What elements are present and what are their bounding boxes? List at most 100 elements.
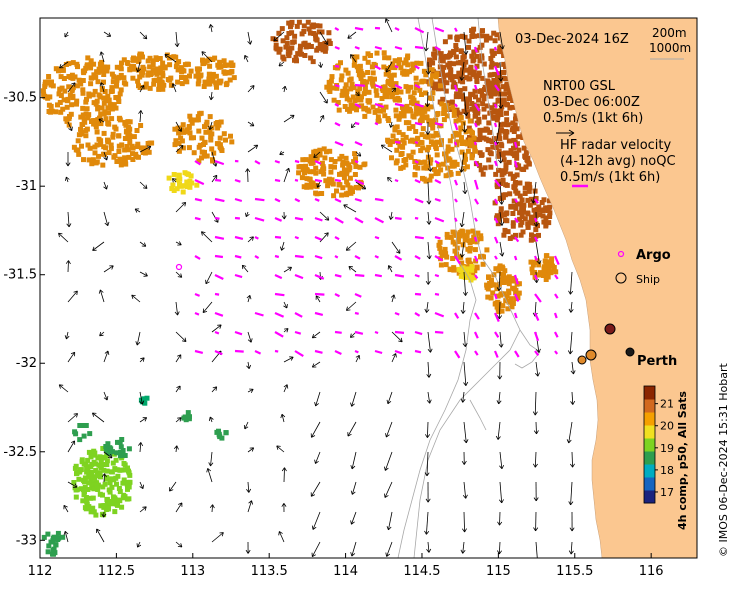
sst-pixel xyxy=(286,31,292,36)
current-arrowhead xyxy=(280,413,286,419)
sst-pixel xyxy=(492,108,498,114)
sst-pixel xyxy=(489,277,494,283)
sst-pixel xyxy=(55,102,60,108)
sst-pixel xyxy=(84,469,90,475)
sst-pixel xyxy=(401,68,407,74)
sst-pixel xyxy=(209,72,215,78)
sst-pixel xyxy=(463,156,468,162)
current-arrow xyxy=(294,235,299,240)
sst-pixel xyxy=(387,142,393,147)
sst-pixel xyxy=(90,474,96,480)
sst-pixel xyxy=(345,70,351,76)
y-tick-label: -32.5 xyxy=(3,445,37,460)
sst-pixel xyxy=(503,275,509,281)
current-arrow xyxy=(175,331,187,342)
sst-pixel xyxy=(453,43,459,48)
sst-pixel xyxy=(313,32,318,38)
sst-pixel xyxy=(469,129,475,135)
sst-pixel xyxy=(201,84,207,89)
current-arrowhead xyxy=(249,447,255,452)
sst-pixel xyxy=(424,114,430,120)
credit: © IMOS 06-Dec-2024 15:31 Hobart xyxy=(717,362,730,557)
sst-pixel xyxy=(313,36,319,42)
current-arrow xyxy=(354,349,359,354)
sst-pixel xyxy=(100,511,106,517)
sst-pixel xyxy=(485,286,491,292)
sst-pixel xyxy=(75,147,81,153)
sst-pixel xyxy=(172,126,178,132)
current-arrow xyxy=(355,355,360,363)
current-arrowhead xyxy=(496,287,502,292)
sst-pixel xyxy=(469,155,475,161)
current-arrowhead xyxy=(247,338,253,343)
sst-pixel xyxy=(123,129,129,135)
current-arrowhead xyxy=(568,308,574,313)
sst-pixel xyxy=(501,232,507,238)
sst-pixel xyxy=(459,149,465,155)
colorbar-segment xyxy=(644,425,655,439)
sst-pixel xyxy=(85,457,91,463)
sst-pixel xyxy=(103,98,109,104)
current-arrow xyxy=(570,301,573,313)
sst-pixel xyxy=(107,489,113,495)
sst-pixel xyxy=(458,125,464,131)
sst-pixel xyxy=(339,73,345,79)
sst-pixel xyxy=(118,66,124,72)
sst-pixel xyxy=(104,462,110,467)
current-arrow xyxy=(354,103,362,108)
sst-pixel xyxy=(369,64,375,70)
current-arrow xyxy=(214,178,222,182)
current-arrowhead xyxy=(179,145,184,150)
sst-pixel xyxy=(41,534,47,540)
current-arrowhead xyxy=(350,520,355,525)
sst-pixel xyxy=(422,134,428,140)
sst-pixel xyxy=(123,161,129,167)
sst-pixel xyxy=(319,191,325,196)
isobath-label-200: 200m xyxy=(652,26,687,40)
sst-pixel xyxy=(386,118,392,123)
sst-pixel xyxy=(506,299,512,305)
current-arrow xyxy=(234,197,243,203)
current-arrowhead xyxy=(177,273,183,278)
sst-pixel xyxy=(358,76,364,81)
current-arrow xyxy=(241,264,249,273)
current-arrow xyxy=(334,140,344,147)
sst-pixel xyxy=(393,138,399,144)
sst-pixel xyxy=(80,105,86,111)
current-arrow xyxy=(473,179,479,190)
sst-pixel xyxy=(439,54,444,60)
current-arrow xyxy=(374,235,380,240)
current-arrowhead xyxy=(250,85,255,90)
sst-pixel xyxy=(97,93,103,99)
sst-pixel xyxy=(495,178,501,184)
current-arrow xyxy=(427,391,431,404)
sst-pixel xyxy=(97,61,103,67)
sst-pixel xyxy=(336,182,342,187)
ship-marker xyxy=(604,323,616,335)
sst-pixel xyxy=(441,79,447,85)
sst-pixel xyxy=(303,163,309,169)
sst-pixel xyxy=(46,543,52,549)
current-arrow xyxy=(463,271,466,296)
current-arrowhead xyxy=(65,260,71,265)
current-arrow xyxy=(103,181,108,190)
sst-pixel xyxy=(385,137,391,143)
sst-pixel xyxy=(321,171,327,177)
sst-pixel xyxy=(506,281,512,287)
current-arrowhead xyxy=(245,212,250,218)
sst-pixel xyxy=(530,262,536,268)
sst-pixel xyxy=(154,71,160,77)
current-arrowhead xyxy=(460,398,466,403)
current-arrow xyxy=(314,216,323,222)
current-arrowhead xyxy=(350,333,355,338)
current-arrow xyxy=(533,312,540,322)
current-arrow xyxy=(434,46,441,52)
sst-pixel xyxy=(74,61,80,67)
sst-pixel xyxy=(191,150,197,156)
sst-pixel xyxy=(87,431,93,437)
current-arrowhead xyxy=(498,104,504,109)
current-arrow xyxy=(434,179,442,184)
sst-pixel xyxy=(381,64,387,70)
current-arrow xyxy=(294,312,303,318)
current-arrow xyxy=(374,83,383,89)
